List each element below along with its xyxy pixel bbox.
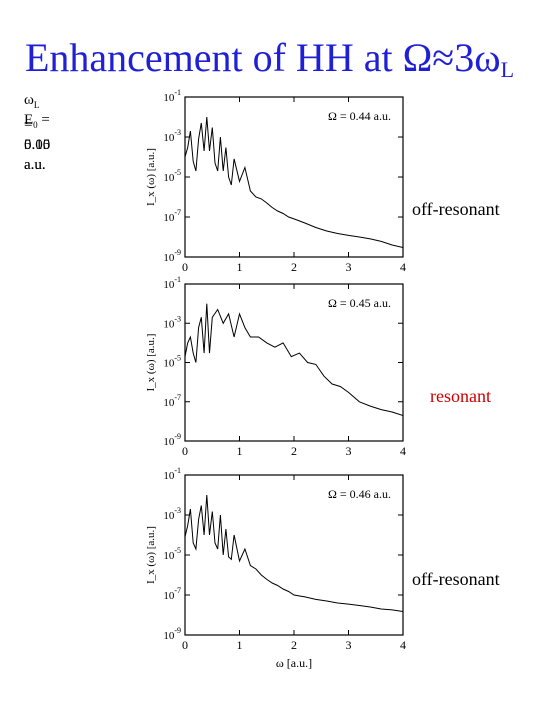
omega-annotation: Ω = 0.44 a.u. <box>328 109 391 123</box>
y-tick-label: 10-3 <box>163 314 181 330</box>
param-sub: L <box>33 100 40 110</box>
label-off-resonant-bottom: off-resonant <box>412 569 500 589</box>
x-tick-label: 0 <box>182 638 188 652</box>
x-tick-label: 3 <box>346 444 352 458</box>
omega-annotation: Ω = 0.46 a.u. <box>328 487 391 501</box>
y-tick-label: 10-3 <box>163 128 181 144</box>
y-tick-label: 10-9 <box>163 248 181 264</box>
y-axis-label: I_x (ω) [a.u.] <box>145 526 157 584</box>
x-tick-label: 4 <box>400 638 406 652</box>
omega-annotation: Ω = 0.45 a.u. <box>328 296 391 310</box>
x-tick-label: 0 <box>182 260 188 274</box>
y-tick-exponent: -5 <box>174 168 181 177</box>
x-tick-label: 3 <box>346 260 352 274</box>
x-tick-label: 1 <box>237 260 243 274</box>
series-line <box>185 494 403 612</box>
y-tick-label: 10-1 <box>163 466 181 482</box>
y-tick-exponent: -5 <box>174 354 181 363</box>
x-tick-label: 2 <box>291 260 297 274</box>
x-tick-label: 0 <box>182 444 188 458</box>
y-axis-label: I_x (ω) [a.u.] <box>145 148 157 206</box>
y-tick-label: 10-7 <box>163 208 181 224</box>
y-tick-exponent: -3 <box>174 314 181 323</box>
y-tick-exponent: -1 <box>174 88 181 97</box>
x-tick-label: 3 <box>346 638 352 652</box>
x-axis-label: ω [a.u.] <box>276 656 312 670</box>
y-tick-label: 10-1 <box>163 275 181 291</box>
y-tick-exponent: -9 <box>174 248 181 257</box>
chart-panel-1: 0 1 2 3 4 10-9 10-7 10-5 10-3 10-1 Ω = 0.44 a.u. I_… <box>145 88 406 274</box>
param-symbol: ω <box>24 92 34 108</box>
series-line <box>185 116 403 248</box>
y-tick-exponent: -3 <box>174 128 181 137</box>
y-tick-label: 10-5 <box>163 546 181 562</box>
y-tick-exponent: -9 <box>174 432 181 441</box>
y-tick-label: 10-7 <box>163 586 181 602</box>
chart-panel-2: 0 1 2 3 4 10-9 10-7 10-5 10-3 10-1 Ω = 0.45 a.u. I_… <box>145 275 406 458</box>
y-tick-exponent: -1 <box>174 275 181 284</box>
x-tick-label: 4 <box>400 260 406 274</box>
series-line <box>185 303 403 416</box>
y-tick-exponent: -3 <box>174 506 181 515</box>
x-tick-label: 2 <box>291 638 297 652</box>
label-resonant: resonant <box>430 386 491 406</box>
y-tick-exponent: -5 <box>174 546 181 555</box>
label-off-resonant-top: off-resonant <box>412 199 500 219</box>
x-tick-label: 2 <box>291 444 297 458</box>
page-title: Enhancement of HH at Ω≈3ωL <box>0 34 539 83</box>
y-tick-exponent: -1 <box>174 466 181 475</box>
x-tick-label: 4 <box>400 444 406 458</box>
y-axis-label: I_x (ω) [a.u.] <box>145 334 157 392</box>
y-tick-label: 10-3 <box>163 506 181 522</box>
y-tick-exponent: -7 <box>174 208 181 217</box>
x-tick-label: 1 <box>237 444 243 458</box>
param-sub: 0 <box>33 120 38 130</box>
param-value: = 0.15 a.u. <box>24 117 51 173</box>
title-text: Enhancement of HH at Ω≈3ω <box>24 35 501 80</box>
y-tick-exponent: -7 <box>174 586 181 595</box>
title-subscript: L <box>500 57 515 82</box>
y-tick-label: 10-5 <box>163 168 181 184</box>
y-tick-exponent: -9 <box>174 626 181 635</box>
param-symbol: E <box>24 112 34 128</box>
y-tick-exponent: -7 <box>174 393 181 402</box>
y-tick-label: 10-9 <box>163 626 181 642</box>
y-tick-label: 10-7 <box>163 393 181 409</box>
y-tick-label: 10-9 <box>163 432 181 448</box>
chart-panel-3: 0 1 2 3 4 10-9 10-7 10-5 10-3 10-1 Ω = 0.46 a.u. I_… <box>145 466 406 670</box>
x-tick-label: 1 <box>237 638 243 652</box>
param-value: = 5.00 a.u. <box>24 112 51 173</box>
param-e0: E0 = 5.00 a.u. <box>24 110 50 173</box>
y-tick-label: 10-1 <box>163 88 181 104</box>
param-omega-l: ωL = 0.15 a.u. <box>24 90 50 173</box>
y-tick-label: 10-5 <box>163 354 181 370</box>
